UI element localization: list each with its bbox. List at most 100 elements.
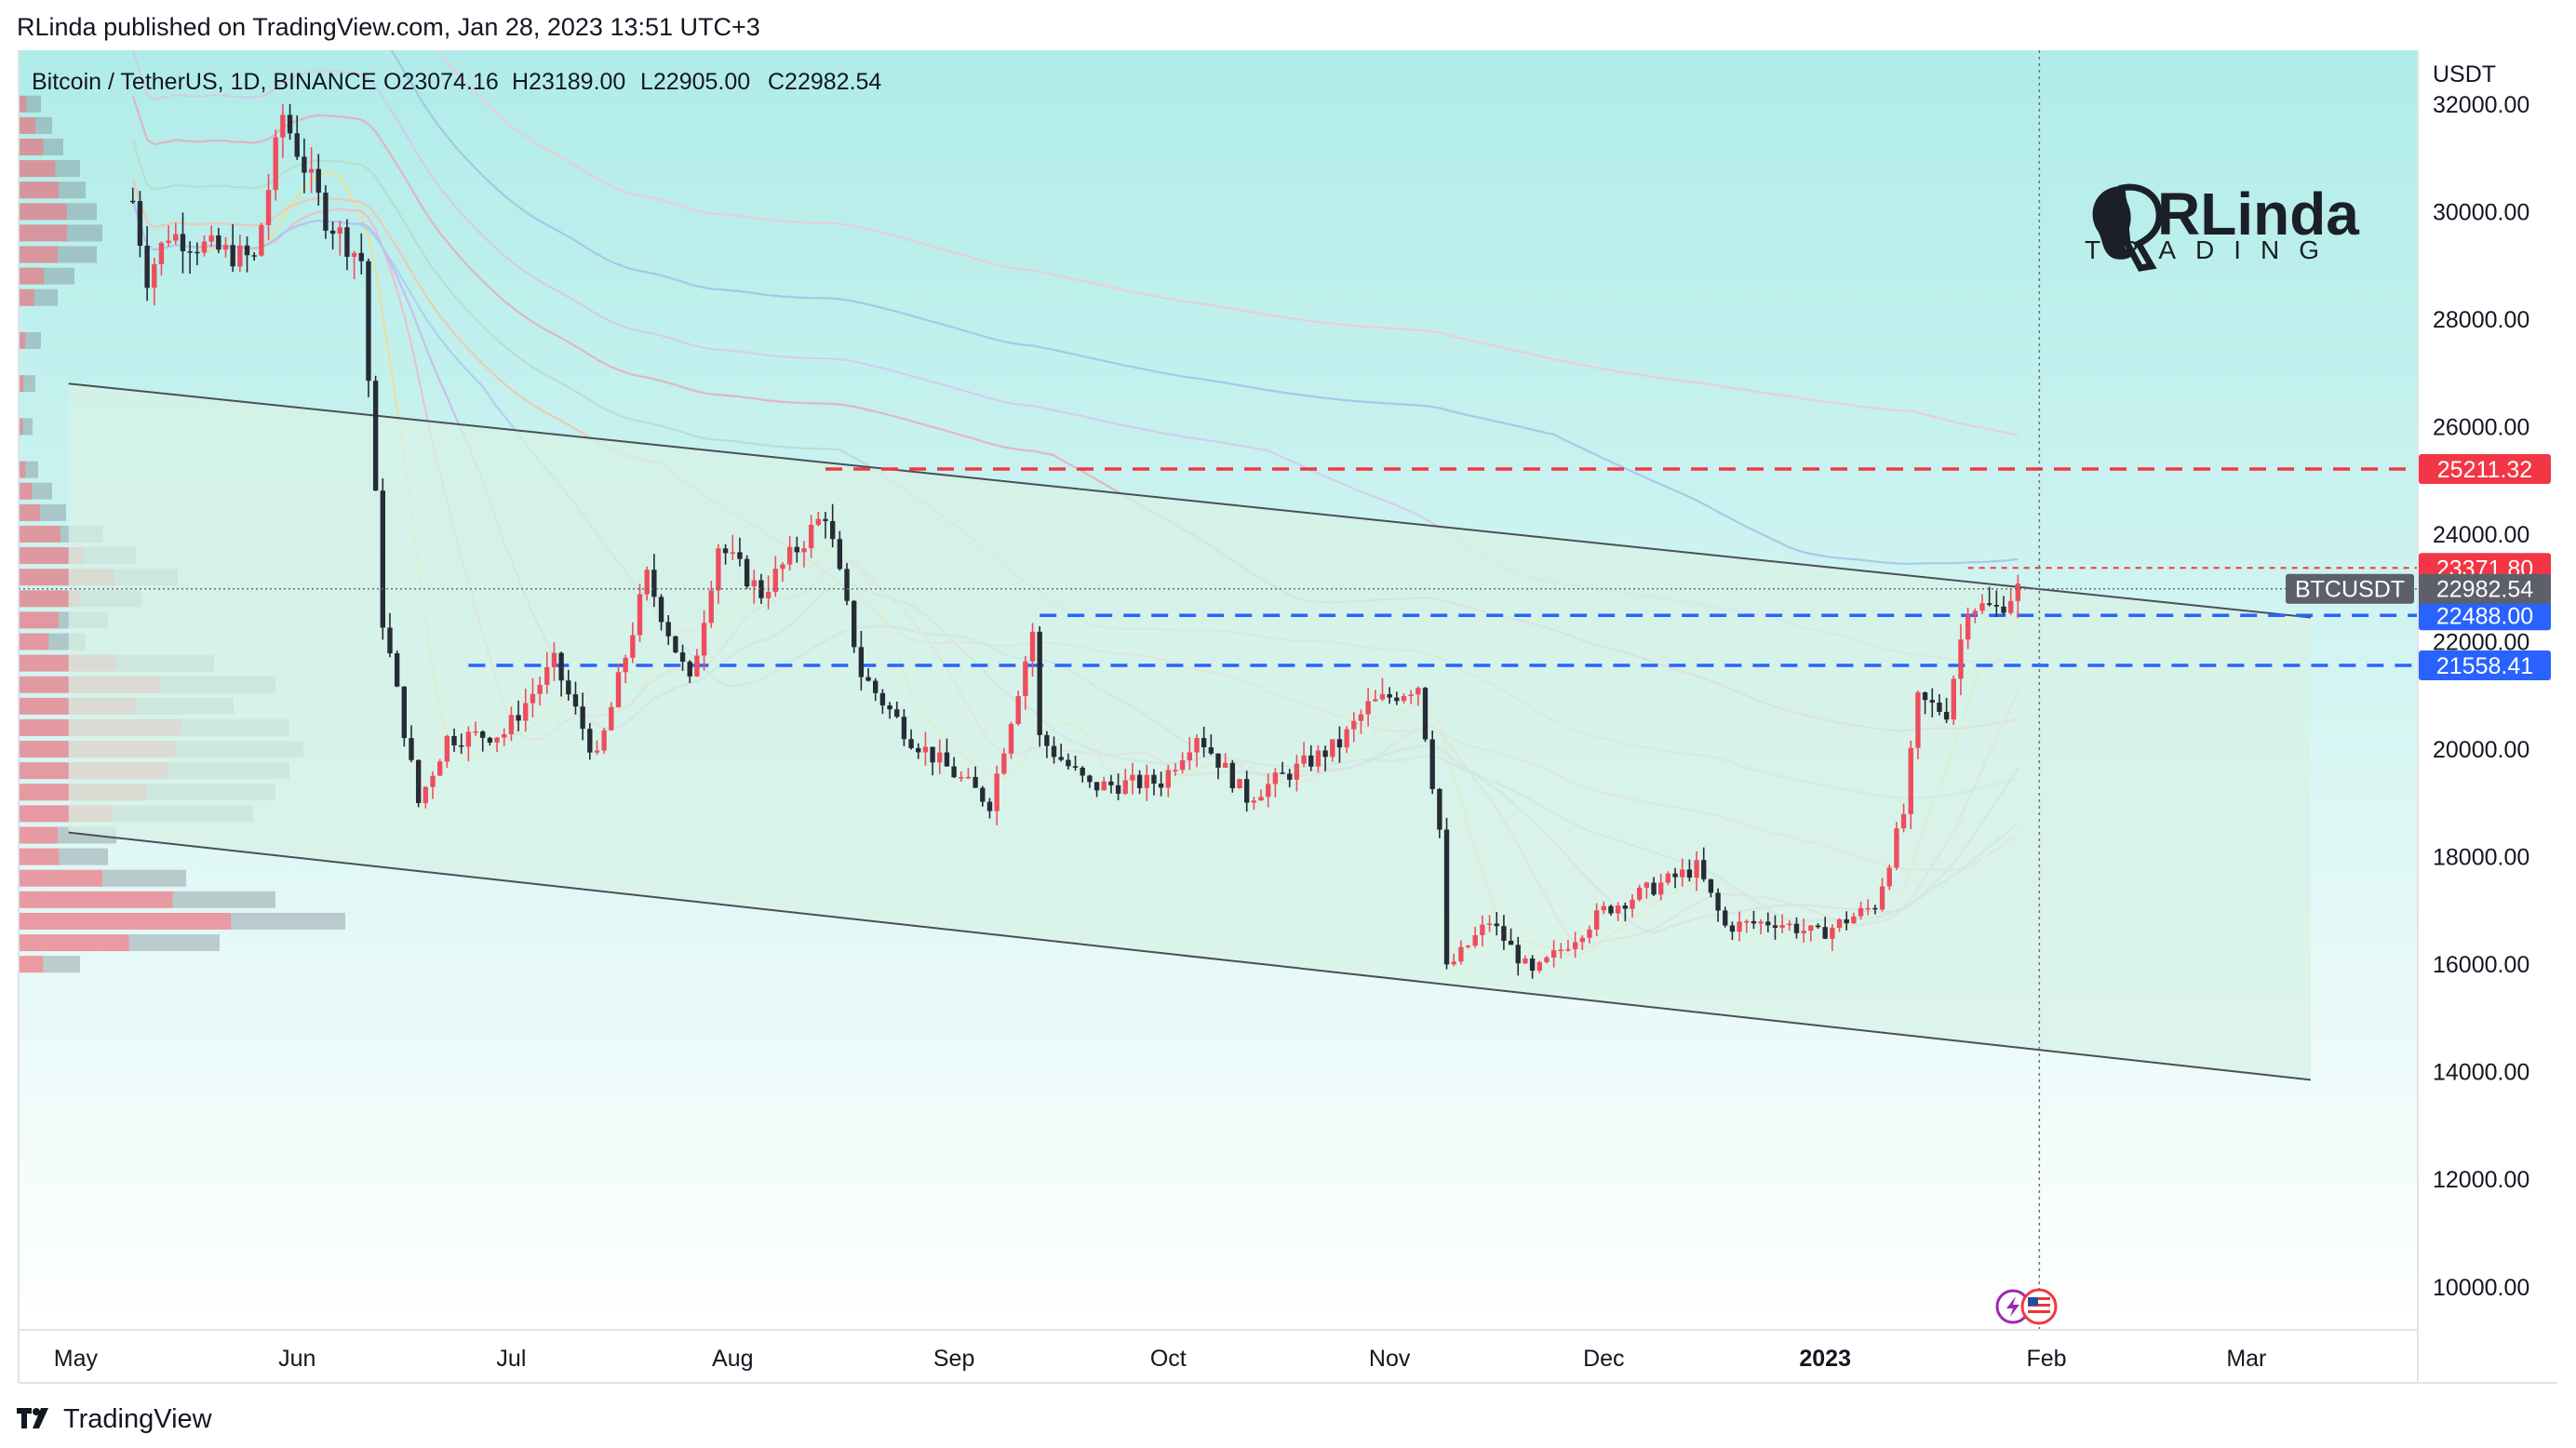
- candle-up[interactable]: [1908, 747, 1913, 814]
- candle-down[interactable]: [130, 200, 136, 203]
- candle-up[interactable]: [1451, 961, 1456, 965]
- candle-up[interactable]: [1680, 869, 1685, 878]
- candle-up[interactable]: [1536, 961, 1542, 972]
- candle-down[interactable]: [1051, 745, 1057, 758]
- candle-up[interactable]: [1472, 934, 1478, 946]
- candle-up[interactable]: [551, 652, 557, 667]
- candle-down[interactable]: [480, 731, 486, 738]
- candle-up[interactable]: [508, 715, 515, 734]
- candle-up[interactable]: [1894, 828, 1899, 868]
- candle-up[interactable]: [637, 594, 643, 636]
- candle-down[interactable]: [1151, 774, 1157, 784]
- candle-down[interactable]: [852, 600, 857, 648]
- candle-up[interactable]: [1187, 752, 1192, 761]
- candle-down[interactable]: [1686, 869, 1693, 878]
- candle-up[interactable]: [765, 592, 771, 598]
- candle-down[interactable]: [1937, 702, 1942, 712]
- candle-up[interactable]: [1951, 678, 1956, 720]
- tradingview-brand[interactable]: TradingView: [17, 1396, 212, 1442]
- candle-down[interactable]: [566, 680, 571, 695]
- candle-up[interactable]: [1015, 696, 1021, 725]
- candle-down[interactable]: [916, 747, 921, 753]
- candle-down[interactable]: [415, 759, 422, 803]
- candle-down[interactable]: [372, 381, 379, 491]
- candle-up[interactable]: [1900, 813, 1907, 829]
- candle-down[interactable]: [144, 246, 150, 288]
- candle-down[interactable]: [873, 680, 879, 693]
- candle-up[interactable]: [259, 224, 264, 256]
- candle-down[interactable]: [794, 546, 800, 553]
- candle-up[interactable]: [1330, 739, 1335, 758]
- candle-up[interactable]: [1165, 770, 1171, 788]
- price-axis[interactable]: 32000.00 30000.00 28000.00 26000.00 24000.00…: [2433, 92, 2529, 1301]
- candle-up[interactable]: [644, 570, 650, 595]
- candle-down[interactable]: [1215, 753, 1221, 768]
- candle-down[interactable]: [558, 652, 564, 681]
- descending-channel[interactable]: [68, 382, 2312, 1081]
- candle-down[interactable]: [1336, 739, 1343, 748]
- candle-up[interactable]: [694, 655, 700, 677]
- candle-up[interactable]: [615, 672, 622, 707]
- candle-up[interactable]: [523, 703, 529, 721]
- candle-up[interactable]: [1480, 924, 1485, 935]
- candle-up[interactable]: [158, 243, 165, 264]
- candle-up[interactable]: [1358, 714, 1364, 721]
- candles[interactable]: [130, 103, 2021, 979]
- candle-up[interactable]: [222, 245, 229, 250]
- candle-up[interactable]: [1194, 738, 1200, 753]
- candle-down[interactable]: [1608, 905, 1614, 914]
- candle-up[interactable]: [630, 635, 636, 658]
- candle-up[interactable]: [544, 666, 550, 685]
- candle-up[interactable]: [1636, 887, 1643, 900]
- candle-down[interactable]: [1822, 927, 1828, 939]
- candle-down[interactable]: [580, 706, 585, 730]
- candle-down[interactable]: [1729, 925, 1736, 932]
- candle-up[interactable]: [623, 657, 628, 673]
- us-flag-icon[interactable]: [2020, 1288, 2058, 1325]
- channel-lower-line[interactable]: [68, 831, 2312, 1081]
- candle-up[interactable]: [308, 168, 315, 173]
- candle-up[interactable]: [436, 761, 443, 776]
- candle-down[interactable]: [1929, 700, 1935, 703]
- candle-up[interactable]: [601, 730, 607, 751]
- candle-up[interactable]: [1808, 925, 1814, 932]
- candle-up[interactable]: [1615, 905, 1621, 914]
- candle-up[interactable]: [473, 731, 478, 733]
- candle-down[interactable]: [887, 705, 892, 710]
- candle-down[interactable]: [823, 518, 828, 521]
- candle-down[interactable]: [216, 235, 221, 250]
- candle-down[interactable]: [1072, 766, 1079, 768]
- candle-down[interactable]: [901, 717, 907, 740]
- candle-down[interactable]: [944, 752, 950, 767]
- candle-up[interactable]: [772, 569, 778, 593]
- candle-down[interactable]: [1943, 711, 1950, 720]
- candle-up[interactable]: [152, 263, 157, 288]
- candle-up[interactable]: [1572, 942, 1578, 949]
- candle-down[interactable]: [315, 168, 321, 194]
- candle-down[interactable]: [1044, 734, 1050, 746]
- candle-down[interactable]: [1993, 605, 2000, 607]
- candle-down[interactable]: [1037, 631, 1042, 735]
- candle-up[interactable]: [815, 518, 822, 526]
- candle-down[interactable]: [323, 193, 329, 231]
- candle-up[interactable]: [730, 552, 735, 554]
- candle-down[interactable]: [187, 251, 193, 253]
- candle-up[interactable]: [1458, 946, 1464, 962]
- candle-down[interactable]: [844, 569, 850, 601]
- candle-down[interactable]: [930, 746, 935, 763]
- candle-down[interactable]: [1066, 759, 1071, 767]
- candle-down[interactable]: [673, 636, 678, 653]
- candle-down[interactable]: [679, 652, 686, 663]
- candle-down[interactable]: [401, 686, 408, 739]
- candle-up[interactable]: [1365, 701, 1371, 715]
- candle-up[interactable]: [1523, 959, 1528, 964]
- candle-down[interactable]: [1494, 923, 1499, 927]
- candle-up[interactable]: [959, 776, 964, 779]
- candle-down[interactable]: [1751, 920, 1757, 924]
- candle-up[interactable]: [1694, 860, 1699, 878]
- candle-up[interactable]: [1415, 688, 1421, 695]
- candle-up[interactable]: [1465, 945, 1471, 947]
- candle-up[interactable]: [1565, 948, 1571, 951]
- candle-up[interactable]: [1979, 603, 1985, 611]
- candle-down[interactable]: [1136, 774, 1143, 788]
